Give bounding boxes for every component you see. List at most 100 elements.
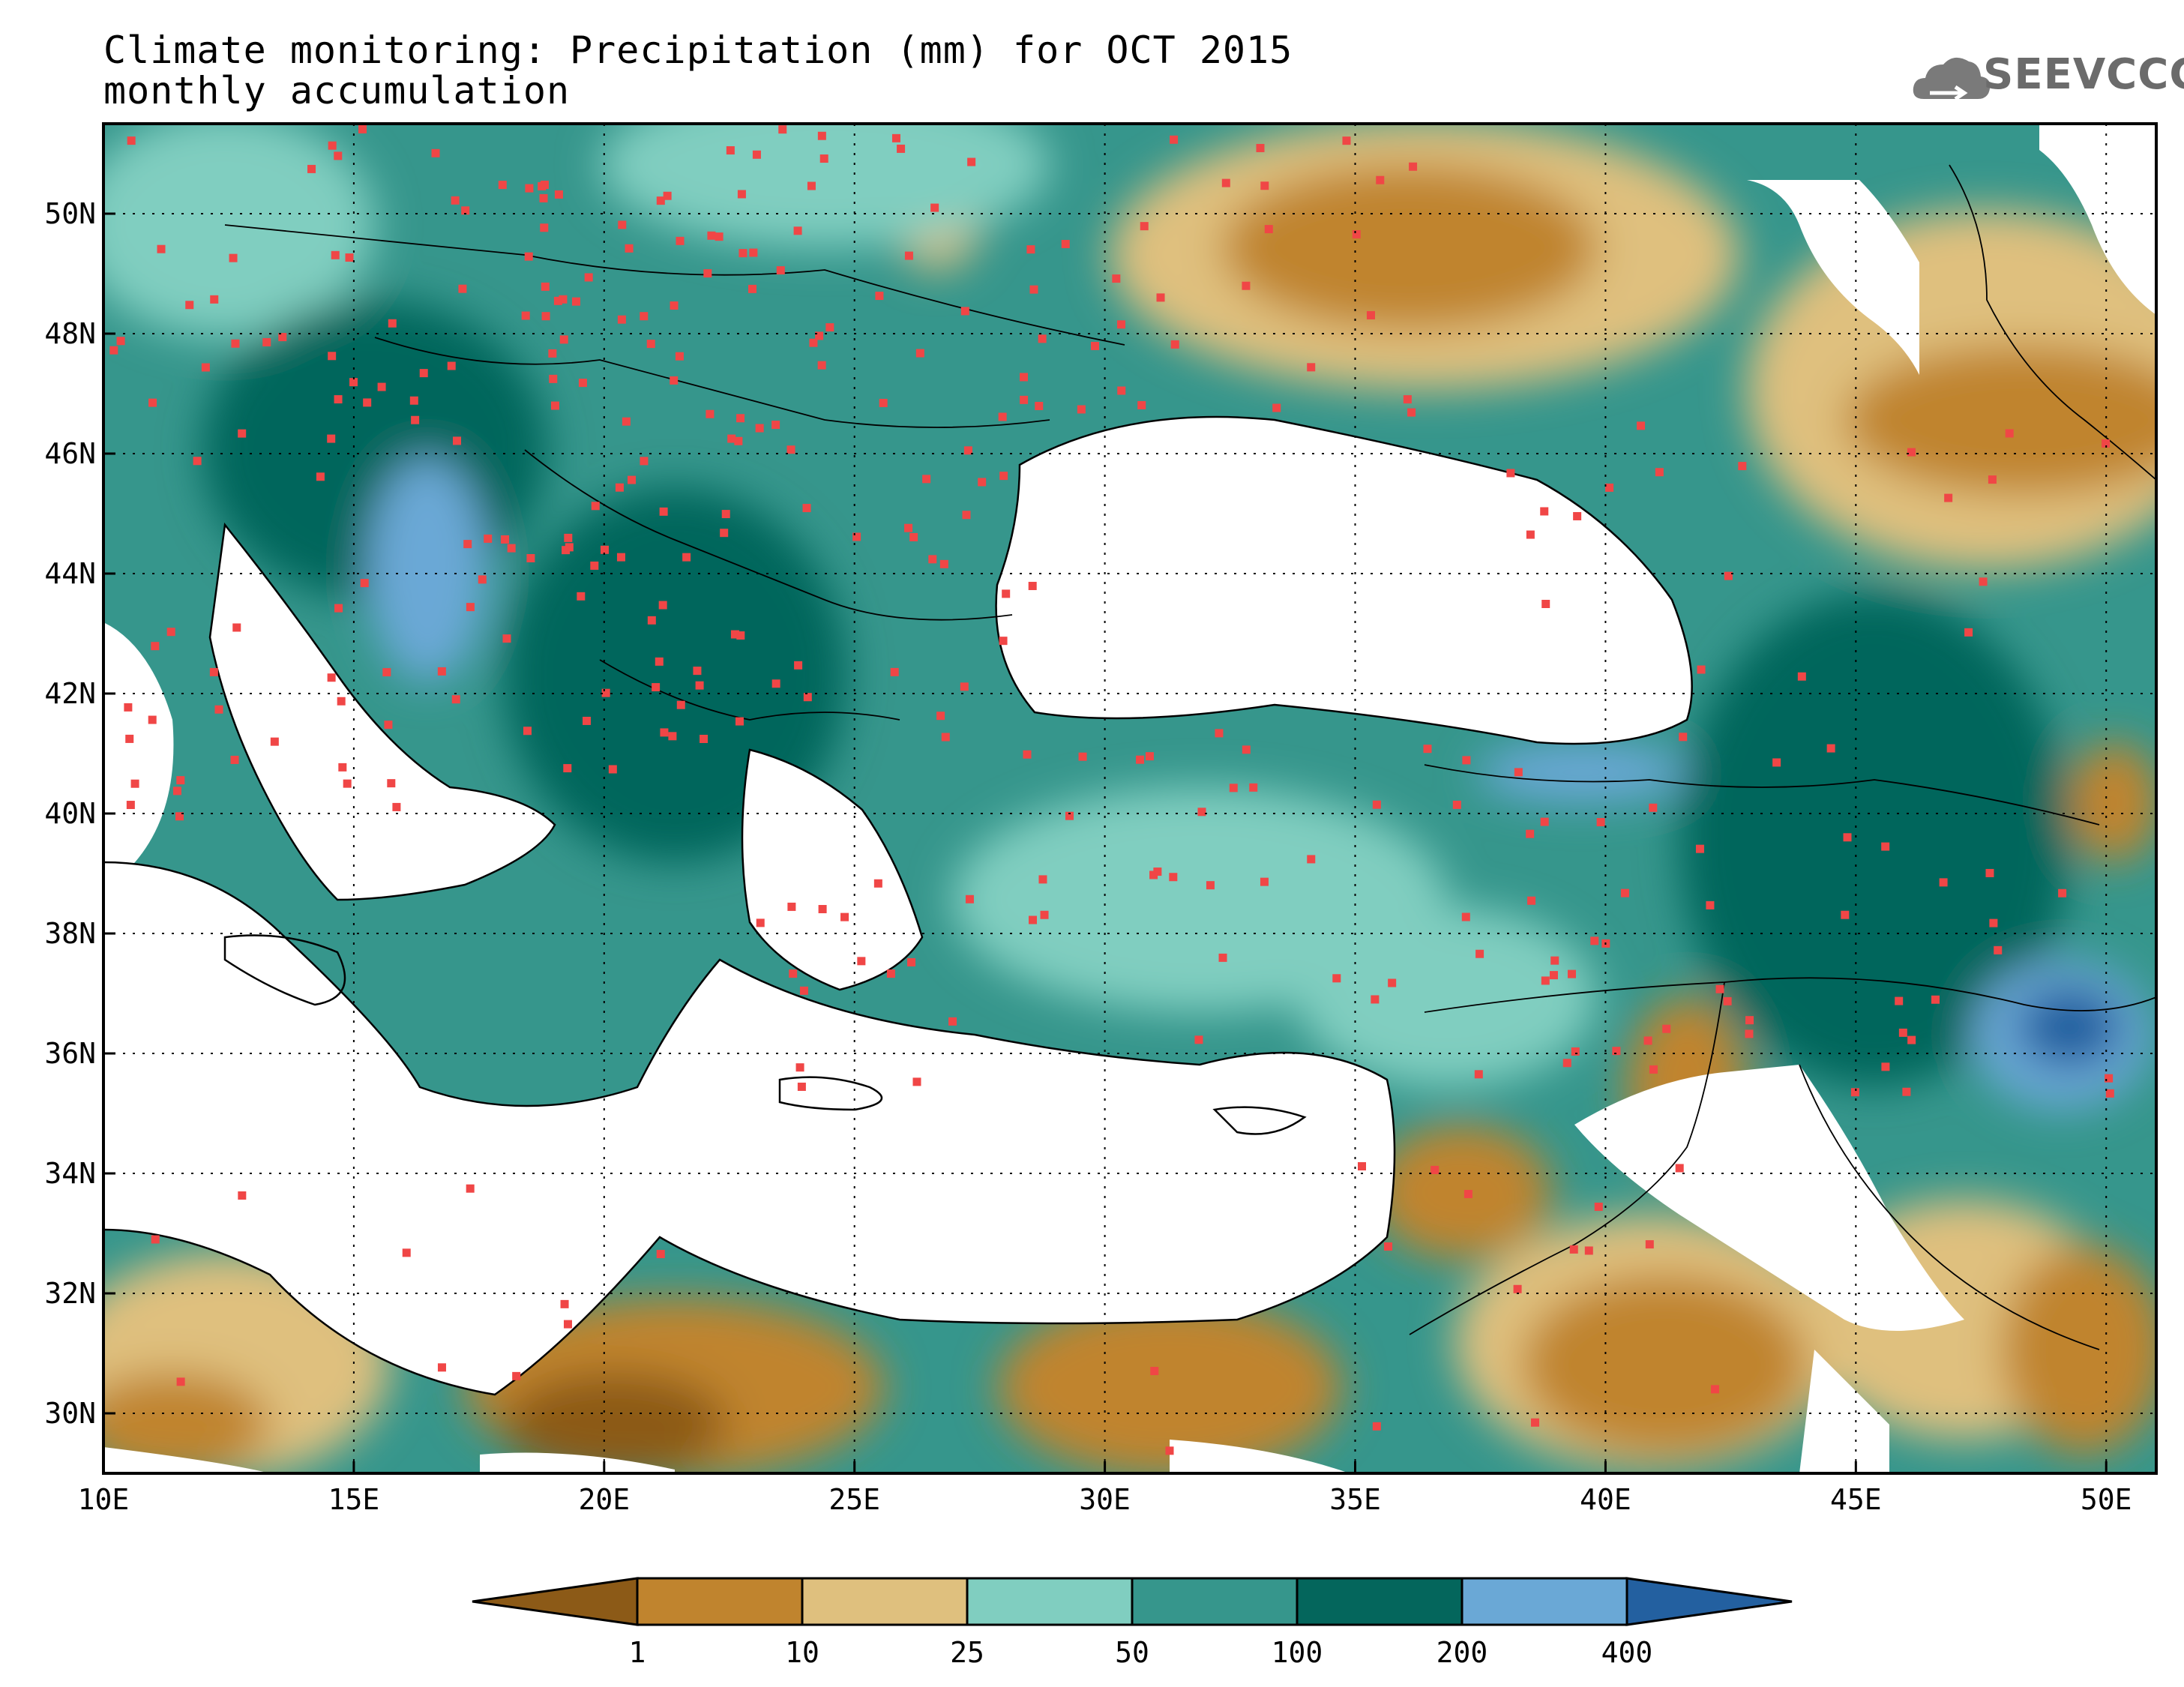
station-marker	[591, 502, 600, 511]
station-marker	[349, 378, 358, 387]
station-marker	[939, 559, 948, 568]
y-tick-label: 46N	[44, 437, 96, 470]
station-marker	[730, 630, 739, 639]
station-marker	[1850, 1088, 1859, 1097]
station-marker	[2058, 888, 2067, 897]
station-marker	[787, 902, 796, 911]
station-marker	[891, 133, 900, 142]
station-marker	[331, 250, 340, 259]
station-marker	[1710, 1385, 1719, 1394]
station-marker	[978, 478, 987, 487]
station-marker	[1409, 162, 1418, 171]
station-marker	[1724, 571, 1733, 580]
station-marker	[670, 376, 679, 385]
station-marker	[538, 181, 547, 190]
station-marker	[176, 1377, 185, 1386]
station-marker	[2102, 439, 2111, 448]
station-marker	[1218, 953, 1227, 962]
station-marker	[793, 226, 802, 235]
station-marker	[799, 986, 808, 995]
station-marker	[1881, 1062, 1890, 1071]
station-marker	[1841, 910, 1850, 919]
station-marker	[1895, 996, 1904, 1005]
station-marker	[1745, 1029, 1754, 1038]
station-marker	[1612, 1047, 1621, 1056]
station-marker	[789, 969, 798, 978]
station-marker	[498, 181, 507, 190]
station-marker	[1194, 1035, 1203, 1044]
station-marker	[625, 244, 634, 253]
station-marker	[1342, 136, 1351, 145]
station-marker	[1242, 281, 1251, 290]
station-marker	[640, 457, 649, 466]
station-marker	[328, 352, 337, 361]
station-marker	[1221, 178, 1230, 187]
station-marker	[1985, 868, 1994, 877]
station-marker	[1197, 808, 1206, 817]
station-marker	[384, 721, 393, 730]
legend-swatch	[1296, 1577, 1463, 1626]
station-marker	[334, 151, 343, 160]
station-marker	[640, 312, 649, 321]
station-marker	[1605, 483, 1614, 492]
station-marker	[327, 434, 336, 443]
station-marker	[1150, 1367, 1159, 1376]
station-marker	[960, 307, 969, 316]
station-marker	[578, 379, 587, 388]
station-marker	[815, 331, 824, 340]
station-marker	[809, 338, 818, 347]
legend-swatch	[1131, 1577, 1299, 1626]
station-marker	[941, 733, 950, 742]
station-marker	[1358, 1162, 1367, 1171]
station-marker	[998, 412, 1007, 421]
station-marker	[1023, 750, 1032, 759]
station-marker	[1156, 293, 1165, 302]
station-marker	[307, 164, 316, 173]
station-marker	[646, 340, 655, 349]
legend-swatch	[1460, 1577, 1628, 1626]
station-marker	[458, 284, 467, 293]
station-marker	[904, 523, 913, 532]
x-tick-label: 20E	[578, 1483, 630, 1516]
station-marker	[1590, 936, 1599, 945]
station-marker	[1562, 1059, 1571, 1068]
legend-swatch	[636, 1577, 804, 1626]
station-marker	[334, 395, 343, 404]
station-marker	[1091, 341, 1100, 350]
station-marker	[360, 579, 369, 588]
station-marker	[116, 337, 125, 346]
station-marker	[411, 415, 420, 424]
station-marker	[409, 396, 418, 405]
station-marker	[229, 253, 238, 262]
station-marker	[1695, 844, 1704, 853]
station-marker	[175, 812, 184, 821]
station-marker	[447, 361, 456, 370]
station-marker	[1307, 363, 1316, 372]
y-tick-label: 34N	[44, 1157, 96, 1190]
station-marker	[752, 150, 761, 159]
station-marker	[334, 604, 343, 613]
station-marker	[707, 231, 716, 240]
station-marker	[1431, 1165, 1440, 1174]
station-marker	[616, 553, 625, 562]
station-marker	[738, 249, 747, 258]
legend-label: 1	[629, 1636, 646, 1669]
station-marker	[1461, 912, 1470, 921]
station-marker	[622, 417, 631, 426]
station-marker	[715, 232, 724, 241]
station-marker	[720, 529, 729, 538]
station-marker	[1077, 405, 1086, 414]
station-marker	[1526, 530, 1535, 539]
y-tick-label: 38N	[44, 917, 96, 950]
station-marker	[897, 144, 906, 153]
y-tick-label: 40N	[44, 797, 96, 830]
station-marker	[553, 296, 562, 305]
station-marker	[1028, 915, 1037, 924]
station-marker	[262, 337, 271, 346]
station-marker	[540, 223, 549, 232]
station-marker	[124, 703, 133, 712]
station-marker	[1797, 672, 1806, 681]
station-marker	[1506, 469, 1515, 478]
station-marker	[463, 540, 472, 549]
station-marker	[1272, 403, 1281, 412]
